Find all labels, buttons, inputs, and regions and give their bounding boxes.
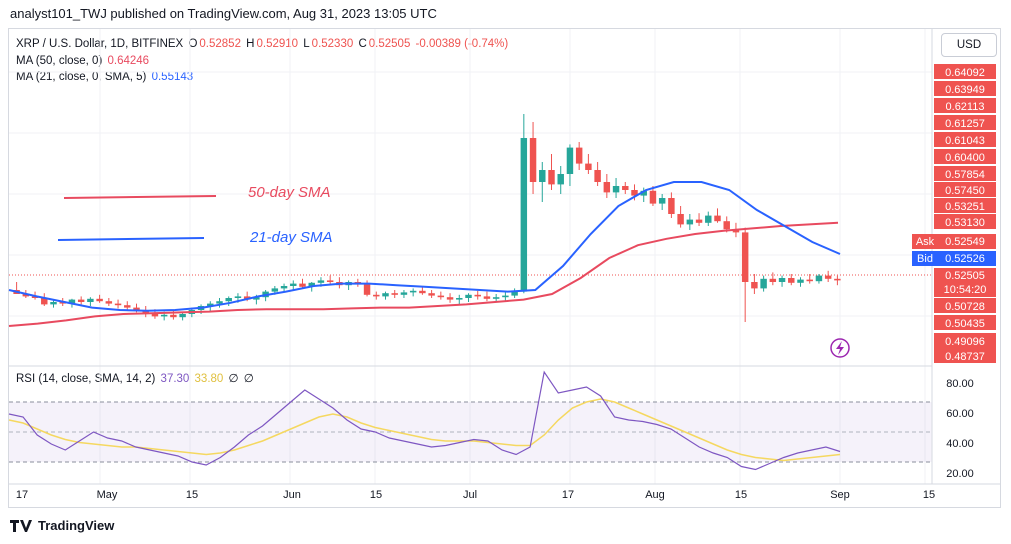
chart-frame — [8, 28, 1001, 508]
high-value: 0.52910 — [256, 38, 299, 50]
brand-name: TradingView — [38, 518, 115, 533]
close-value: 0.52505 — [368, 38, 411, 50]
currency-button[interactable]: USD — [941, 33, 997, 57]
rsi-value: 37.30 — [160, 373, 190, 385]
low-label: L — [303, 38, 310, 50]
rsi-extra-1: ∅ — [228, 373, 239, 385]
rsi-extra-2: ∅ — [243, 373, 254, 385]
ma21-label: MA (21, close, 0, SMA, 5) — [16, 71, 147, 83]
rsi-label: RSI (14, close, SMA, 14, 2) — [16, 373, 156, 385]
open-label: O — [188, 38, 198, 50]
high-label: H — [246, 38, 255, 50]
ma21-value: 0.55143 — [151, 71, 194, 83]
brand-footer[interactable]: TradingView — [10, 518, 114, 533]
ma50-legend[interactable]: MA (50, close, 0) 0.64246 — [16, 55, 151, 67]
tradingview-logo-icon — [10, 519, 32, 532]
rsi-legend[interactable]: RSI (14, close, SMA, 14, 2) 37.30 33.80 … — [16, 371, 256, 385]
publish-header: analyst101_TWJ published on TradingView.… — [10, 6, 437, 21]
open-value: 0.52852 — [199, 38, 241, 50]
change-value: -0.00389 (-0.74%) — [415, 38, 509, 50]
ma50-value: 0.64246 — [107, 55, 150, 67]
ma50-label: MA (50, close, 0) — [16, 55, 103, 67]
close-label: C — [358, 38, 367, 50]
symbol-name[interactable]: XRP / U.S. Dollar, 1D, BITFINEX — [16, 38, 184, 50]
ma21-legend[interactable]: MA (21, close, 0, SMA, 5) 0.55143 — [16, 71, 195, 83]
rsi-sma-value: 33.80 — [194, 373, 224, 385]
low-value: 0.52330 — [311, 38, 354, 50]
symbol-legend: XRP / U.S. Dollar, 1D, BITFINEX O 0.52852… — [16, 38, 510, 50]
